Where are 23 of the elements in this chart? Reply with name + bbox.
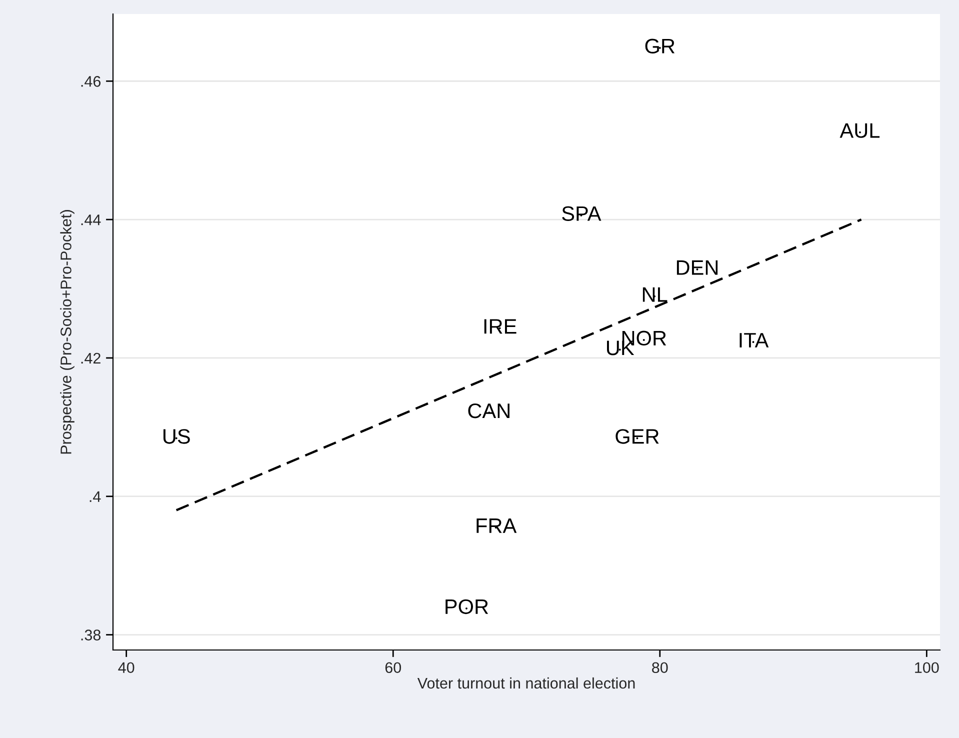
data-label: IRE xyxy=(484,319,516,334)
data-label: GER xyxy=(616,429,659,444)
y-tick-label: .42 xyxy=(81,352,100,364)
data-label: FRA xyxy=(476,518,517,533)
data-label: ITA xyxy=(740,333,769,348)
data-label: AUL xyxy=(840,123,880,138)
data-label: CAN xyxy=(468,403,510,418)
x-tick-label: 80 xyxy=(652,662,668,674)
data-label: DEN xyxy=(676,260,718,275)
x-tick-label: 60 xyxy=(385,662,402,674)
x-axis-title: Voter turnout in national election xyxy=(417,677,635,689)
y-axis-title: Prospective (Pro-Socio+Pro-Pocket) xyxy=(60,210,74,454)
data-label: US xyxy=(163,429,190,444)
data-label: POR xyxy=(446,599,488,614)
y-tick-label: .38 xyxy=(81,630,101,640)
y-tick-label: .4 xyxy=(90,491,101,502)
x-tick-label: 100 xyxy=(915,662,939,674)
data-label: NL xyxy=(642,287,668,302)
data-label: SPA xyxy=(562,206,602,221)
data-label: GR xyxy=(645,38,675,54)
x-tick-label: 40 xyxy=(118,662,134,674)
y-tick-label: .44 xyxy=(81,214,101,226)
y-tick-label: .46 xyxy=(81,76,101,87)
